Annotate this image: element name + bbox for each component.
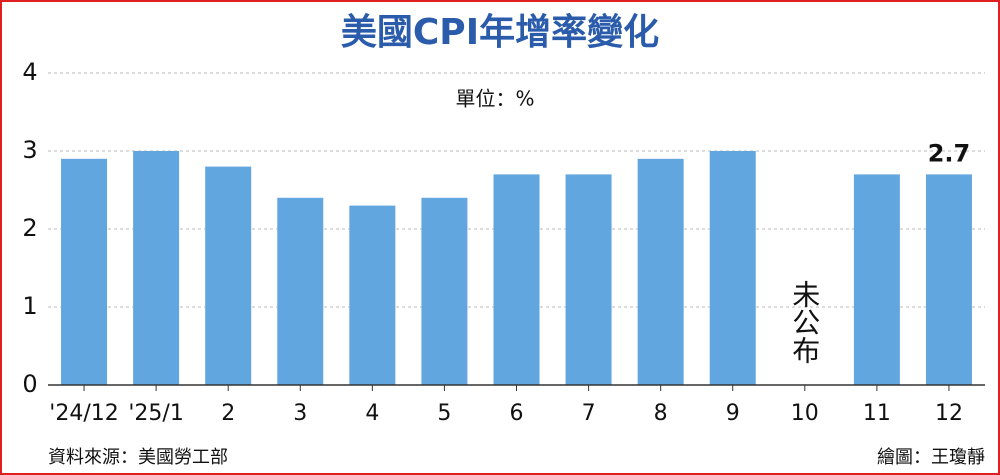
- x-tick-label: 11: [863, 401, 891, 426]
- x-tick-label: 3: [293, 401, 307, 426]
- bar: [637, 158, 684, 385]
- x-tick-label: '25/1: [128, 401, 183, 426]
- value-label: 2.7: [928, 139, 971, 167]
- chart-title: 美國CPI年增率變化: [341, 12, 659, 53]
- bar: [133, 151, 180, 385]
- x-tick-label: 6: [510, 401, 524, 426]
- bar: [853, 174, 900, 385]
- x-tick-label: 4: [365, 401, 379, 426]
- bar: [709, 151, 756, 385]
- x-tick-label: 10: [791, 401, 819, 426]
- bar: [61, 158, 108, 385]
- y-tick-label: 0: [22, 370, 37, 398]
- y-tick-label: 1: [22, 292, 37, 320]
- x-tick-label: 5: [437, 401, 451, 426]
- bar: [277, 197, 324, 385]
- x-tick-label: 12: [935, 401, 963, 426]
- x-tick-label: 2: [221, 401, 235, 426]
- bar: [565, 174, 612, 385]
- y-tick-label: 4: [22, 58, 37, 86]
- bar: [349, 205, 396, 385]
- y-tick-label: 2: [22, 214, 37, 242]
- bar: [205, 166, 252, 385]
- bar: [421, 197, 468, 385]
- credit: 繪圖：王瓊靜: [877, 447, 985, 468]
- annotation: 未公布: [788, 280, 821, 364]
- chart-subtitle: 單位：%: [455, 87, 534, 111]
- x-tick-label: 8: [654, 401, 668, 426]
- x-tick-label: 9: [726, 401, 740, 426]
- x-tick-label: 7: [582, 401, 596, 426]
- bar: [493, 174, 540, 385]
- y-tick-label: 3: [22, 136, 37, 164]
- source: 資料來源：美國勞工部: [48, 447, 228, 468]
- bar: [925, 174, 972, 385]
- x-tick-label: '24/12: [49, 401, 118, 426]
